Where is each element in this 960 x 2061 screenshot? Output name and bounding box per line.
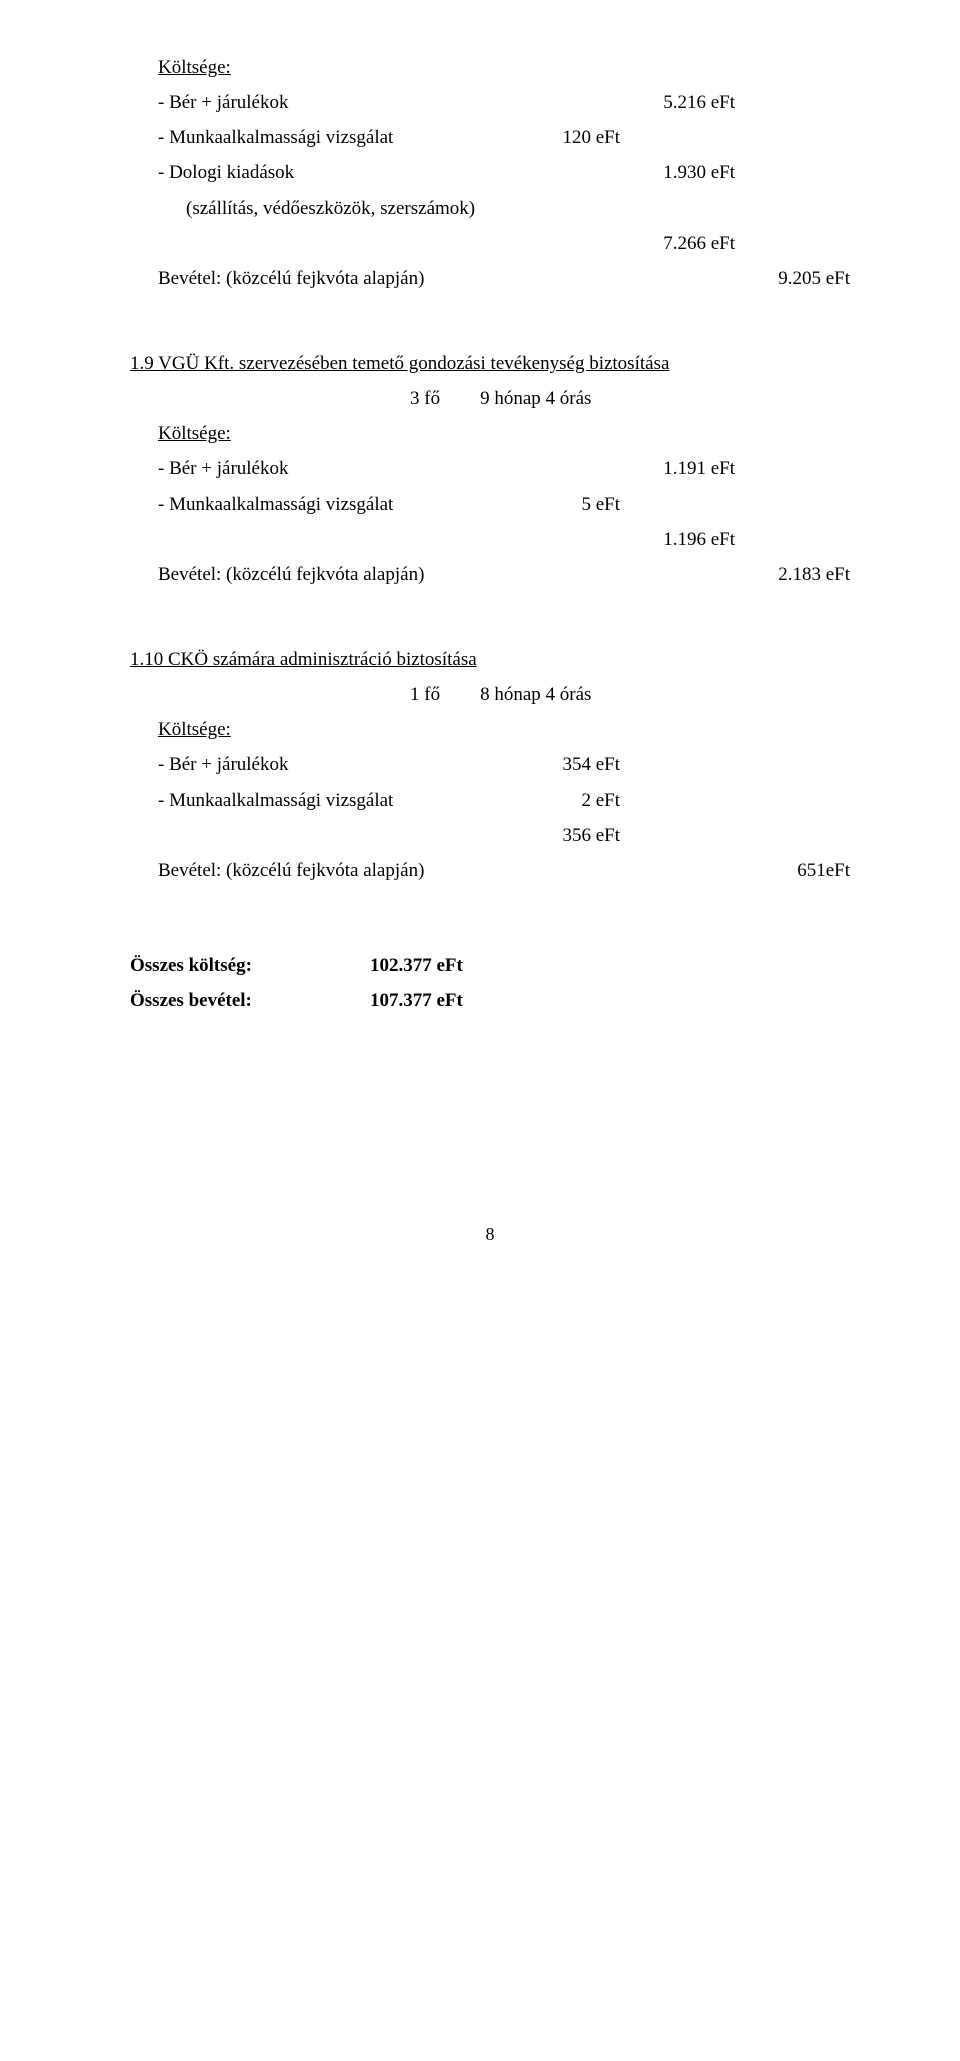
item-value: 354 eFt bbox=[562, 747, 620, 782]
cost-heading: Költsége: bbox=[130, 416, 850, 451]
subtotal-row: 7.266 eFt bbox=[130, 226, 850, 261]
subtotal-value: 1.196 eFt bbox=[663, 522, 735, 557]
section-1: Költsége: - Bér + járulékok 5.216 eFt - … bbox=[130, 50, 850, 296]
item-value: 2 eFt bbox=[581, 783, 620, 818]
line-item: - Bér + járulékok 354 eFt bbox=[130, 747, 850, 782]
income-row: Bevétel: (közcélú fejkvóta alapján) 651e… bbox=[130, 853, 850, 888]
item-label: - Bér + járulékok bbox=[158, 85, 663, 120]
people-count: 3 fő bbox=[410, 381, 440, 416]
line-item: - Munkaalkalmassági vizsgálat 5 eFt bbox=[130, 487, 850, 522]
line-item: - Munkaalkalmassági vizsgálat 2 eFt bbox=[130, 783, 850, 818]
subtotal-row: 356 eFt bbox=[130, 818, 850, 853]
spacer bbox=[130, 677, 410, 712]
item-note: (szállítás, védőeszközök, szerszámok) bbox=[130, 191, 850, 226]
income-row: Bevétel: (közcélú fejkvóta alapján) 9.20… bbox=[130, 261, 850, 296]
line-item: - Dologi kiadások 1.930 eFt bbox=[130, 155, 850, 190]
total-cost-row: Összes költség: 102.377 eFt bbox=[130, 948, 850, 983]
line-item: - Munkaalkalmassági vizsgálat 120 eFt bbox=[130, 120, 850, 155]
section-title: 1.10 CKÖ számára adminisztráció biztosít… bbox=[130, 642, 850, 677]
income-value: 2.183 eFt bbox=[778, 557, 850, 592]
people-count: 1 fő bbox=[410, 677, 440, 712]
totals-block: Összes költség: 102.377 eFt Összes bevét… bbox=[130, 948, 850, 1018]
item-label: - Dologi kiadások bbox=[158, 155, 663, 190]
section-title: 1.9 VGÜ Kft. szervezésében temető gondoz… bbox=[130, 346, 850, 381]
total-income-row: Összes bevétel: 107.377 eFt bbox=[130, 983, 850, 1018]
subtotal-value: 356 eFt bbox=[562, 818, 620, 853]
duration: 8 hónap 4 órás bbox=[480, 677, 591, 712]
income-label: Bevétel: (közcélú fejkvóta alapján) bbox=[158, 261, 778, 296]
item-label: - Bér + járulékok bbox=[158, 451, 663, 486]
item-value: 1.191 eFt bbox=[663, 451, 735, 486]
people-duration-row: 3 fő 9 hónap 4 órás bbox=[130, 381, 850, 416]
line-item: - Bér + járulékok 5.216 eFt bbox=[130, 85, 850, 120]
income-label: Bevétel: (közcélú fejkvóta alapján) bbox=[158, 853, 797, 888]
people-duration-row: 1 fő 8 hónap 4 órás bbox=[130, 677, 850, 712]
spacer bbox=[440, 381, 480, 416]
duration: 9 hónap 4 órás bbox=[480, 381, 591, 416]
subtotal-value: 7.266 eFt bbox=[663, 226, 735, 261]
section-3: 1.10 CKÖ számára adminisztráció biztosít… bbox=[130, 642, 850, 888]
income-label: Bevétel: (közcélú fejkvóta alapján) bbox=[158, 557, 778, 592]
item-value: 5.216 eFt bbox=[663, 85, 735, 120]
total-cost-value: 102.377 eFt bbox=[370, 948, 463, 983]
line-item: - Bér + járulékok 1.191 eFt bbox=[130, 451, 850, 486]
item-value: 5 eFt bbox=[581, 487, 620, 522]
item-label: - Munkaalkalmassági vizsgálat bbox=[158, 487, 581, 522]
page-number: 8 bbox=[130, 1218, 850, 1251]
cost-heading: Költsége: bbox=[130, 50, 850, 85]
total-income-value: 107.377 eFt bbox=[370, 983, 463, 1018]
total-cost-label: Összes költség: bbox=[130, 948, 370, 983]
subtotal-row: 1.196 eFt bbox=[130, 522, 850, 557]
spacer bbox=[130, 381, 410, 416]
spacer bbox=[440, 677, 480, 712]
item-label: - Bér + járulékok bbox=[158, 747, 562, 782]
income-value: 651eFt bbox=[797, 853, 850, 888]
item-value: 120 eFt bbox=[562, 120, 620, 155]
item-label: - Munkaalkalmassági vizsgálat bbox=[158, 120, 562, 155]
section-2: 1.9 VGÜ Kft. szervezésében temető gondoz… bbox=[130, 346, 850, 592]
total-income-label: Összes bevétel: bbox=[130, 983, 370, 1018]
item-value: 1.930 eFt bbox=[663, 155, 735, 190]
income-value: 9.205 eFt bbox=[778, 261, 850, 296]
cost-heading: Költsége: bbox=[130, 712, 850, 747]
item-label: - Munkaalkalmassági vizsgálat bbox=[158, 783, 581, 818]
income-row: Bevétel: (közcélú fejkvóta alapján) 2.18… bbox=[130, 557, 850, 592]
